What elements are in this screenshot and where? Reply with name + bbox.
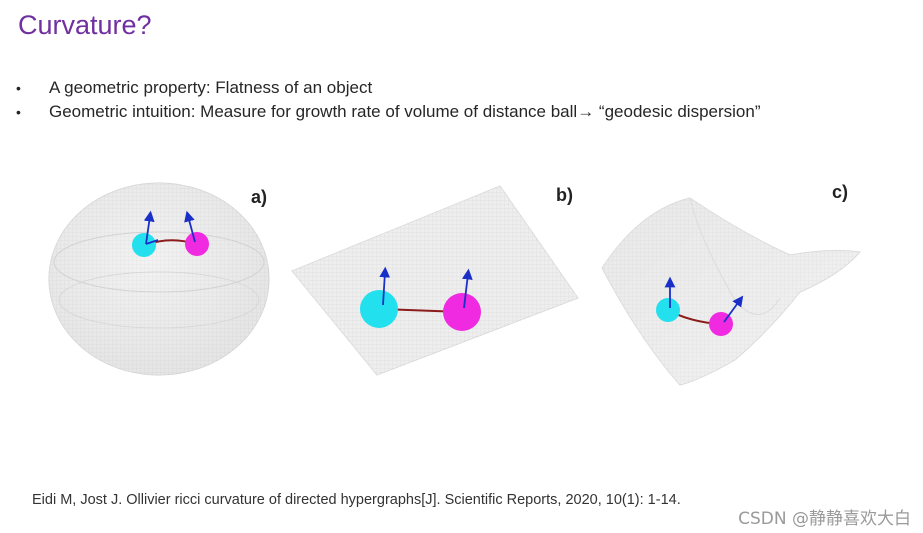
bullet-list: • A geometric property: Flatness of an o… xyxy=(16,76,761,124)
bullet-icon: • xyxy=(16,104,21,120)
panel-a-sphere: a) xyxy=(48,182,270,376)
bullet-item: • Geometric intuition: Measure for growt… xyxy=(16,100,761,124)
panel-c-saddle: c) xyxy=(601,182,861,386)
panel-label-b: b) xyxy=(556,185,573,205)
bullet-text: Geometric intuition: Measure for growth … xyxy=(49,102,761,121)
slide-title: Curvature? xyxy=(18,10,152,40)
vector-arrow xyxy=(143,210,155,245)
ball-magenta xyxy=(443,293,481,331)
vector-arrow xyxy=(184,210,196,243)
curvature-figure: a) b) c) xyxy=(48,182,861,386)
panel-b-plane: b) xyxy=(291,185,579,376)
ball-cyan xyxy=(656,298,680,322)
vector-arrow xyxy=(462,268,473,309)
vector-arrow xyxy=(379,266,391,306)
ball-cyan xyxy=(132,233,156,257)
panel-label-c: c) xyxy=(832,182,848,202)
ball-magenta xyxy=(185,232,209,256)
vector-arrow xyxy=(145,239,159,245)
panel-label-a: a) xyxy=(251,187,267,207)
bullet-item: • A geometric property: Flatness of an o… xyxy=(16,76,761,100)
citation: Eidi M, Jost J. Ollivier ricci curvature… xyxy=(32,492,681,508)
bullet-text: A geometric property: Flatness of an obj… xyxy=(49,78,373,97)
ball-cyan xyxy=(360,290,398,328)
vector-arrow xyxy=(723,295,744,323)
watermark: CSDN @静静喜欢大白 xyxy=(738,509,911,529)
bullet-icon: • xyxy=(16,80,21,96)
